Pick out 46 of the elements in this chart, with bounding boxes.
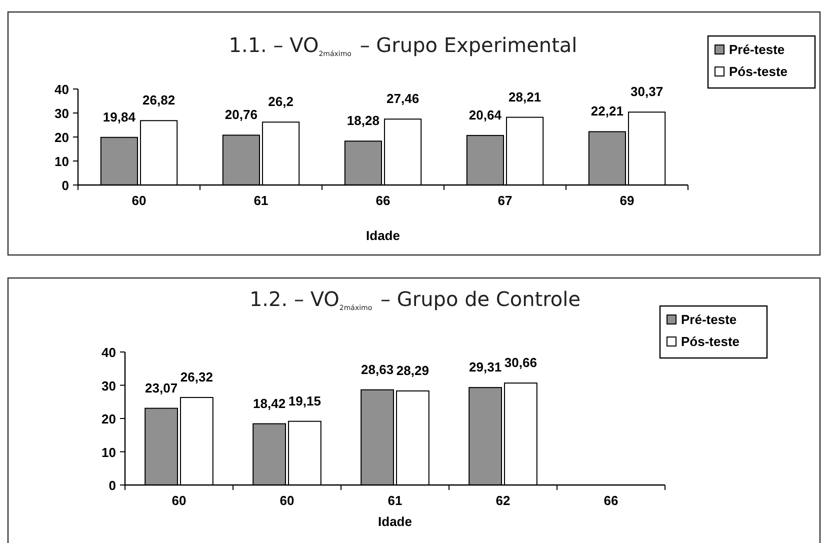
y-tick-label: 10 [102, 444, 116, 460]
data-label: 26,2 [268, 94, 294, 110]
y-tick-label: 0 [62, 178, 69, 193]
x-tick-label: 67 [498, 193, 512, 208]
x-axis-title: Idade [366, 228, 400, 243]
legend-label: Pós-teste [681, 334, 740, 349]
legend-label: Pré-teste [729, 42, 785, 57]
data-label: 18,42 [253, 396, 286, 411]
x-tick-label: 61 [254, 193, 268, 208]
y-tick-label: 30 [102, 378, 116, 394]
data-label: 20,64 [468, 107, 502, 122]
legend-label: Pós-teste [729, 64, 788, 79]
data-label: 30,37 [630, 84, 664, 100]
x-tick-label: 62 [496, 493, 510, 508]
chart-title: 1.1. – VO$_{2máximo}$ – Grupo Experimental [228, 33, 578, 58]
data-label: 29,31 [469, 360, 502, 375]
y-tick-label: 40 [54, 82, 69, 97]
y-tick-label: 40 [102, 345, 116, 360]
data-label: 26,32 [180, 369, 213, 384]
y-tick-label: 30 [54, 106, 69, 121]
legend-label: Pré-teste [681, 312, 737, 327]
x-tick-label: 66 [604, 493, 618, 508]
data-label: 20,76 [224, 107, 258, 122]
data-label: 19,15 [288, 393, 321, 408]
data-label: 27,46 [386, 91, 420, 106]
x-tick-label: 69 [620, 193, 634, 208]
y-tick-label: 20 [102, 412, 116, 426]
x-tick-label: 60 [132, 193, 146, 208]
data-label: 22,21 [590, 104, 624, 119]
x-tick-label: 60 [172, 493, 186, 508]
x-tick-label: 66 [376, 193, 390, 208]
chart-title: 1.2. – VO$_{2máximo}$ – Grupo de Controle [249, 287, 581, 312]
x-tick-label: 60 [280, 493, 294, 508]
data-label: 30,66 [504, 355, 537, 370]
x-axis-title: Idade [378, 514, 412, 529]
data-label: 19,84 [102, 109, 136, 124]
data-label: 26,82 [142, 92, 176, 108]
data-label: 23,07 [145, 380, 178, 396]
data-label: 28,63 [361, 362, 394, 377]
x-tick-label: 61 [388, 493, 402, 508]
data-label: 18,28 [346, 113, 380, 128]
data-label: 28,21 [508, 89, 542, 104]
data-label: 28,29 [396, 362, 429, 378]
y-tick-label: 20 [54, 130, 69, 145]
y-tick-label: 0 [108, 478, 116, 493]
y-tick-label: 10 [54, 154, 69, 169]
